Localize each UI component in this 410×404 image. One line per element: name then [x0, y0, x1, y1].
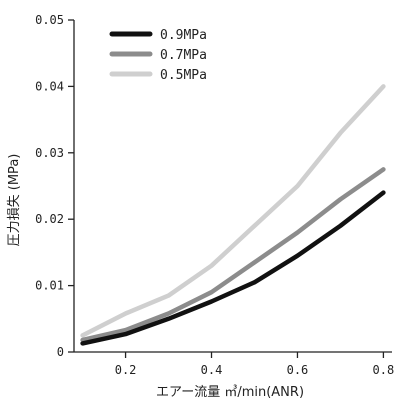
x-axis-title: エアー流量 ㎥/min(ANR) [156, 385, 304, 400]
axes [73, 20, 392, 353]
series-line-09mpa [80, 190, 386, 346]
legend-label: 0.9MPa [160, 28, 207, 43]
y-axis-title: 圧力損失 (MPa) [7, 154, 22, 247]
legend: 0.9MPa 0.7MPa 0.5MPa [109, 28, 207, 83]
y-tick-label: 0.05 [35, 13, 64, 27]
series-line-07mpa [80, 167, 386, 343]
series-layer [80, 84, 386, 346]
y-tick-label: 0.03 [35, 146, 64, 160]
legend-label: 0.7MPa [160, 48, 207, 63]
x-tick-label: 0.6 [287, 363, 309, 377]
x-tick-label: 0.8 [373, 363, 395, 377]
series-line-05mpa [80, 84, 386, 338]
y-tick-label: 0.04 [35, 79, 64, 93]
y-tick-label: 0.01 [35, 279, 64, 293]
legend-label: 0.5MPa [160, 68, 207, 83]
y-tick-label: 0 [57, 345, 64, 359]
x-tick-label: 0.2 [115, 363, 137, 377]
x-tick-label: 0.4 [201, 363, 223, 377]
y-tick-label: 0.02 [35, 212, 64, 226]
ticks: 0 0.01 0.02 0.03 0.04 0.05 0.2 0.4 0.6 0.8 [35, 13, 394, 377]
